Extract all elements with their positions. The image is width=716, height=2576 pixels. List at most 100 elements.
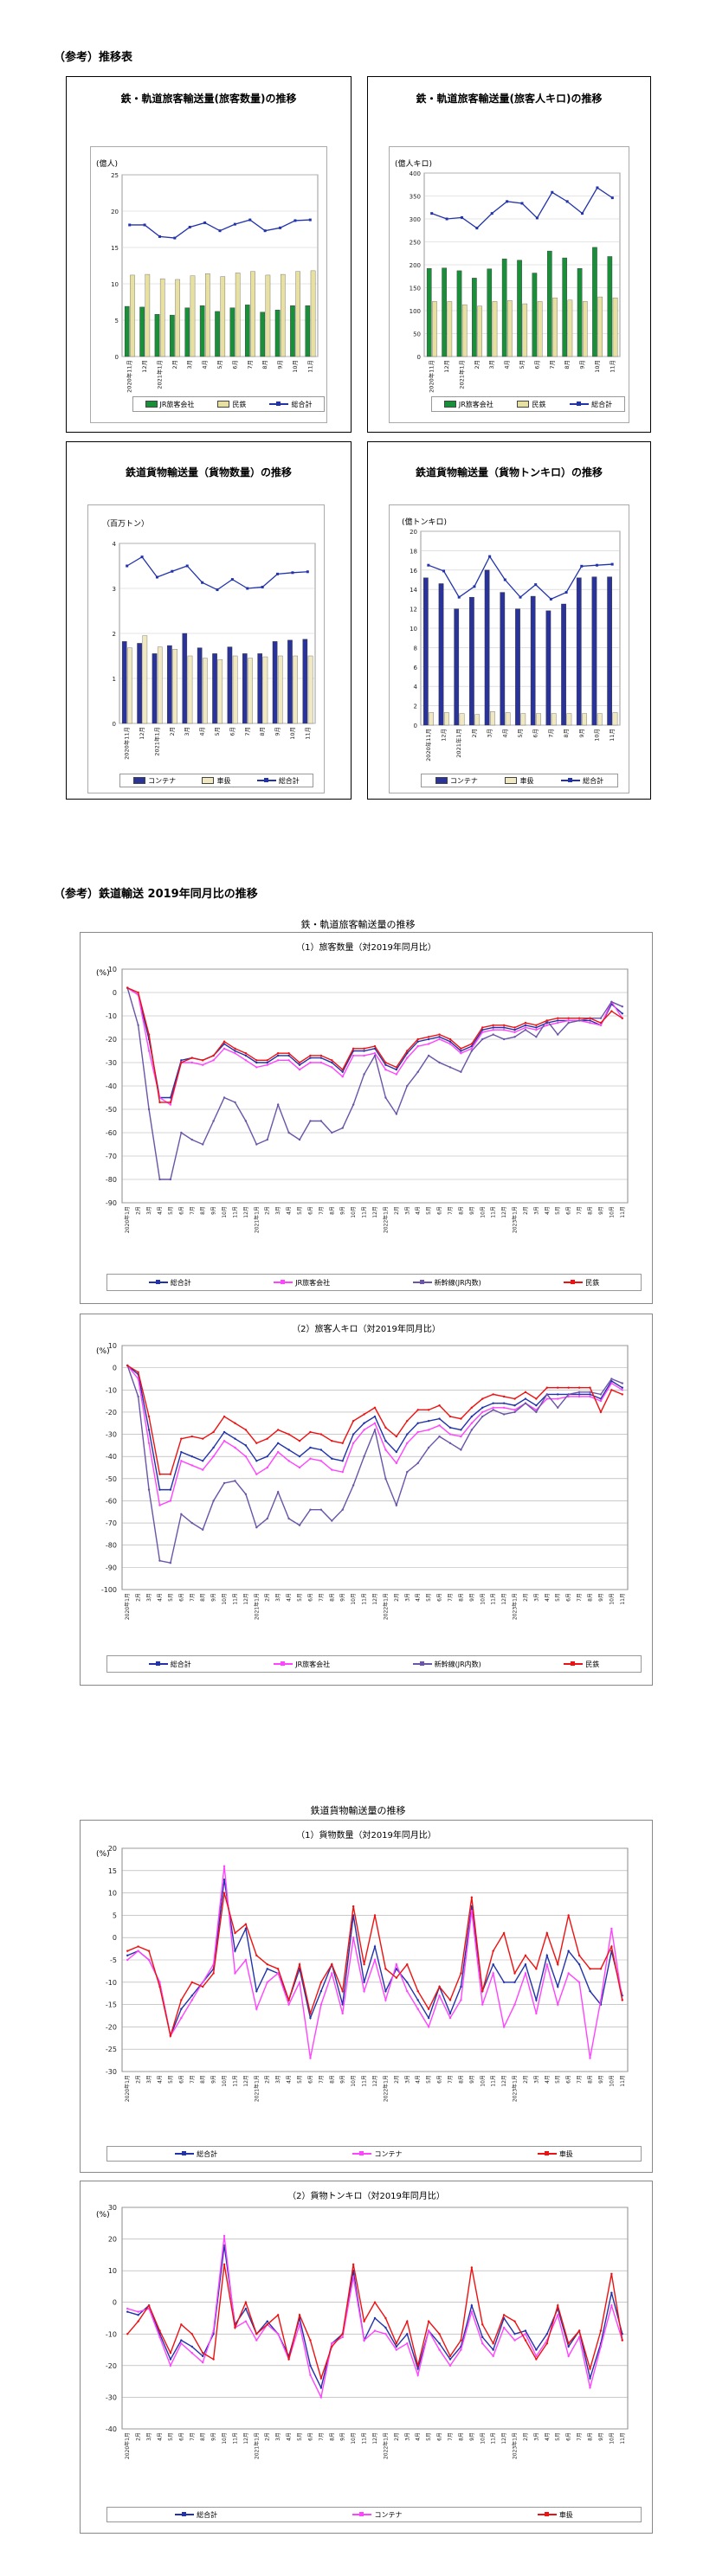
- x-tick-label: 3月: [404, 2432, 410, 2441]
- x-tick-label: 7月: [190, 2432, 196, 2441]
- point-3: [502, 1024, 506, 1026]
- point-2: [341, 1989, 344, 1993]
- legend-label: 総合計: [170, 1278, 191, 1287]
- point-2: [137, 1395, 139, 1398]
- legend-label: 民鉄: [585, 1278, 600, 1287]
- x-tick-label: 2021年1月: [155, 360, 163, 389]
- point-1: [416, 2374, 419, 2377]
- y-tick-label: 0: [113, 1934, 117, 1942]
- point-2: [276, 2314, 280, 2316]
- x-tick-label: 4月: [545, 1206, 551, 1215]
- panel-passenger-ratio-km: （2）旅客人キロ（対2019年同月比） (%) 10 0 -10 -20 -30 -40 -…: [80, 1314, 653, 1686]
- point-2: [331, 1963, 333, 1966]
- point-total: [230, 578, 234, 581]
- x-tick-label: 2020年11月: [126, 360, 133, 393]
- point-2: [276, 1491, 280, 1494]
- point-2: [147, 1108, 151, 1111]
- x-tick-label: 4月: [287, 2432, 293, 2441]
- x-tick-label: 2022年1月: [382, 2075, 389, 2102]
- bar-car: [127, 647, 132, 724]
- point-2: [244, 1120, 248, 1122]
- point-0: [126, 1954, 129, 1957]
- x-tick-label: 11月: [362, 1593, 368, 1605]
- point-1: [255, 1473, 258, 1475]
- point-0: [384, 1440, 387, 1442]
- point-1: [266, 1063, 268, 1066]
- y-tick-label: 2: [113, 631, 116, 638]
- point-3: [416, 1037, 419, 1041]
- point-1: [492, 2354, 494, 2358]
- x-tick-label: 4月: [199, 727, 206, 736]
- x-tick-label: 9月: [340, 1593, 346, 1602]
- y-tick-label: 10: [108, 1890, 117, 1898]
- bar-container: [530, 595, 536, 726]
- bar-jr: [442, 267, 447, 357]
- point-1: [589, 1395, 591, 1398]
- point-0: [406, 1981, 409, 1983]
- y-tick-label: 0: [115, 354, 119, 361]
- point-0: [416, 1999, 419, 2001]
- legend-item-total: 総合計: [148, 1660, 191, 1669]
- point-1: [158, 1981, 161, 1983]
- y-tick-label: -20: [106, 1409, 117, 1416]
- y-tick-label: -80: [106, 1176, 117, 1184]
- point-1: [557, 2314, 559, 2316]
- x-tick-label: 12月: [139, 727, 145, 740]
- point-0: [438, 1036, 441, 1038]
- legend-item-container: コンテナ: [435, 776, 478, 786]
- point-3: [438, 1404, 441, 1407]
- x-tick-label: 2月: [394, 1593, 400, 1602]
- legend-item-jr: JR旅客会社: [443, 400, 493, 409]
- point-1: [309, 2374, 312, 2377]
- legend-swatch: [564, 1661, 584, 1666]
- point-total: [216, 588, 219, 592]
- x-tick-label: 5月: [214, 727, 221, 736]
- legend-swatch: [564, 1280, 584, 1284]
- bar-car: [262, 656, 268, 724]
- x-tick-label: 5月: [555, 2432, 561, 2441]
- x-tick-label: 8月: [200, 2432, 206, 2441]
- point-1: [212, 1455, 215, 1458]
- y-tick-label: -5: [110, 1956, 117, 1964]
- point-2: [147, 2304, 151, 2307]
- point-1: [557, 1397, 559, 1400]
- bar-jr: [305, 305, 311, 357]
- x-tick-label: 4月: [202, 360, 209, 369]
- x-tick-label: 5月: [168, 2075, 174, 2084]
- bar-private: [477, 305, 482, 357]
- legend-swatch: [517, 401, 530, 408]
- point-1: [190, 1061, 193, 1064]
- bar-car: [232, 655, 238, 724]
- point-0: [190, 2345, 193, 2348]
- point-2: [513, 1972, 516, 1975]
- point-2: [470, 1429, 474, 1431]
- point-3: [137, 1371, 139, 1373]
- section2-heading: （参考）鉄道輸送 2019年同月比の推移: [54, 888, 258, 901]
- y-tick-label: -20: [106, 2023, 117, 2031]
- x-tick-label: 6月: [307, 1593, 313, 1602]
- y-tick-label: 350: [410, 194, 421, 201]
- y-tick-label: 0: [113, 989, 117, 997]
- point-0: [513, 1981, 516, 1983]
- x-tick-label: 11月: [232, 2432, 238, 2444]
- point-0: [492, 1963, 494, 1966]
- x-tick-label: 2月: [474, 360, 481, 369]
- chart-passenger-km: 0 50 100 150 200 250 300 350 400 2020年11月 12月 2021年…: [410, 170, 621, 393]
- point-1: [169, 1500, 172, 1502]
- x-tick-label: 2月: [523, 2075, 529, 2084]
- point-0: [298, 1455, 301, 1458]
- point-0: [126, 2310, 129, 2313]
- point-2: [137, 2320, 139, 2322]
- point-1: [557, 1021, 559, 1025]
- point-3: [406, 1050, 409, 1052]
- x-tick-label: 11月: [491, 1206, 497, 1218]
- x-tick-label: 7月: [190, 2075, 196, 2084]
- bar-container: [197, 647, 203, 724]
- bar-car: [474, 714, 481, 726]
- x-tick-label: 5月: [426, 2075, 432, 2084]
- bar-container: [242, 653, 248, 724]
- legend-item-total: 総合計: [256, 776, 300, 786]
- bar-car: [172, 648, 177, 724]
- point-2: [319, 1981, 323, 1983]
- point-0: [287, 1054, 290, 1057]
